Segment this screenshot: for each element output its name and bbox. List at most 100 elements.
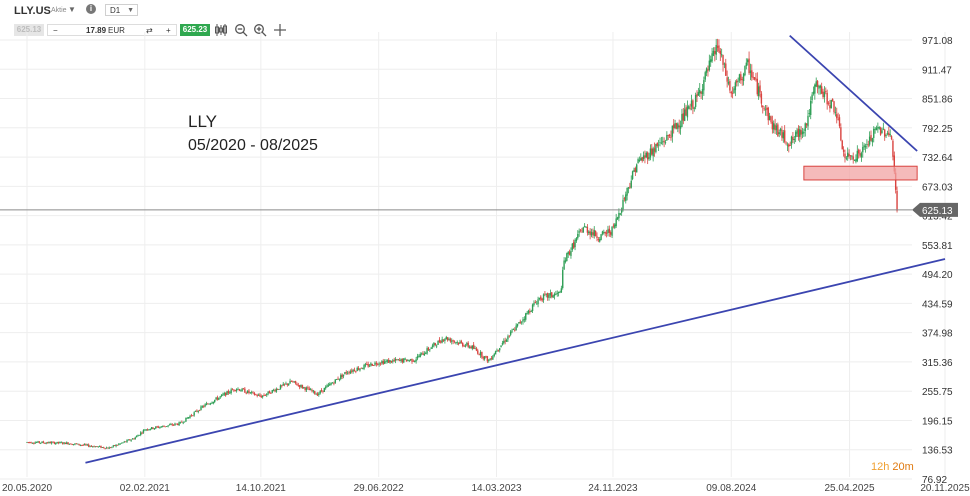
candle-down [233, 389, 235, 391]
candle-down [485, 356, 487, 357]
candle-down [190, 415, 193, 417]
candle-up [607, 229, 609, 233]
candle-down [107, 447, 109, 449]
candle-down [514, 329, 516, 331]
candle-up [459, 342, 461, 344]
candle-up [886, 133, 889, 135]
candle-up [619, 213, 621, 215]
candle-up [261, 395, 264, 398]
candle-up [215, 397, 217, 400]
candle-up [808, 113, 811, 115]
candle-down [104, 448, 106, 449]
candle-up [493, 354, 495, 357]
candle-up [790, 136, 793, 145]
candle-up [864, 145, 867, 148]
candle-down [670, 136, 672, 139]
timeframe-select[interactable]: D1 ▼ [105, 4, 138, 16]
candle-up [671, 125, 674, 137]
candle-down [568, 251, 571, 255]
candle-up [715, 44, 717, 55]
candle-up [135, 435, 138, 438]
candle-up [571, 243, 574, 250]
candle-down [685, 107, 687, 116]
candle-down [198, 410, 201, 412]
ticker-symbol[interactable]: LLY.US [14, 5, 51, 17]
y-tick-label: 792.25 [922, 124, 953, 135]
candle-down [87, 444, 90, 447]
candle-up [327, 384, 330, 386]
candle-up [137, 435, 139, 437]
dropdown-caret-icon[interactable]: ▼ [68, 5, 76, 14]
candle-up [863, 145, 865, 148]
candle-down [379, 363, 382, 365]
candle-up [566, 253, 568, 262]
candle-up [560, 288, 563, 293]
candle-up [786, 144, 789, 146]
candle-up [161, 425, 164, 427]
candle-up [416, 356, 419, 359]
candle-up [642, 155, 645, 160]
candle-down [357, 368, 360, 370]
candle-up [631, 171, 634, 180]
candle-down [836, 114, 838, 119]
candle-up [708, 60, 711, 71]
y-tick-label: 971.08 [922, 36, 953, 47]
zoom-in-icon[interactable] [253, 23, 267, 41]
candle-down [767, 107, 769, 121]
info-icon[interactable]: i [86, 4, 96, 14]
candle-down [508, 335, 510, 337]
candle-up [853, 160, 856, 162]
candle-up [98, 446, 101, 447]
candle-up [782, 132, 785, 139]
candle-up [552, 295, 554, 298]
candle-up [155, 426, 157, 429]
candle-up [575, 238, 578, 241]
candle-down [297, 384, 299, 386]
candle-up [881, 130, 883, 134]
y-tick-label: 673.03 [922, 182, 953, 193]
candle-down [412, 360, 415, 362]
candle-up [455, 342, 457, 344]
zoom-out-icon[interactable] [234, 23, 248, 41]
candle-down [255, 394, 257, 396]
candle-down [771, 121, 774, 130]
candle-up [35, 442, 38, 444]
candle-up [704, 72, 706, 80]
candle-up [445, 337, 447, 340]
y-tick-label: 911.47 [922, 65, 952, 76]
volume-stepper[interactable]: − 17.89 EUR ⇄ + [47, 24, 177, 36]
candle-up [392, 360, 394, 362]
increase-volume-button[interactable]: + [166, 26, 171, 35]
candle-down [736, 80, 738, 83]
volume-value[interactable]: 17.89 [86, 26, 107, 35]
candle-down [722, 55, 724, 65]
sell-button[interactable]: 625.13 [14, 24, 44, 36]
candle-up [599, 239, 601, 242]
candles-icon[interactable] [214, 23, 228, 41]
candle-down [857, 149, 860, 154]
candle-down [893, 155, 896, 172]
candle-down [696, 94, 698, 97]
candle-up [496, 350, 498, 352]
candle-up [742, 73, 745, 82]
candle-down [103, 447, 105, 448]
x-tick-label: 29.06.2022 [354, 483, 404, 494]
candle-up [435, 345, 438, 347]
candle-down [234, 390, 236, 391]
candle-up [530, 310, 532, 312]
volume-currency: EUR [108, 26, 125, 35]
candle-down [181, 421, 183, 423]
candle-up [186, 417, 189, 419]
candle-down [307, 387, 309, 389]
candle-down [90, 446, 93, 447]
candle-down [460, 341, 463, 343]
candle-down [38, 441, 41, 443]
crosshair-icon[interactable] [273, 23, 287, 41]
candle-up [734, 82, 737, 91]
buy-button[interactable]: 625.23 [180, 24, 210, 36]
candle-up [553, 293, 556, 297]
candle-down [263, 394, 265, 396]
decrease-volume-button[interactable]: − [53, 26, 58, 35]
swap-icon[interactable]: ⇄ [146, 26, 153, 35]
